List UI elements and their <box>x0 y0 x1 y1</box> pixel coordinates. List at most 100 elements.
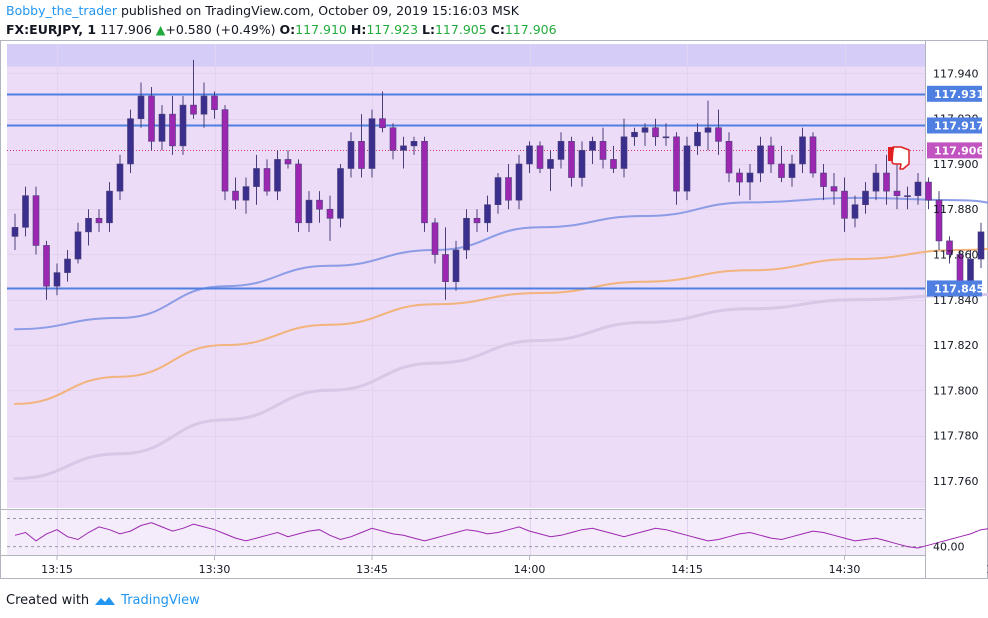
created-with-text: Created with <box>6 593 90 608</box>
candle-body <box>452 249 460 282</box>
candle <box>652 118 659 146</box>
tradingview-link[interactable]: TradingView <box>121 593 200 608</box>
candle-body <box>557 141 565 160</box>
candle <box>326 195 334 241</box>
candle <box>778 145 785 183</box>
candle <box>925 177 932 210</box>
candle <box>22 186 29 237</box>
moving-average-mid <box>14 247 988 405</box>
candle-body <box>830 186 838 192</box>
moving-average-slow <box>13 292 988 481</box>
candle-body <box>589 141 596 151</box>
candle <box>494 173 502 214</box>
candle <box>767 136 775 174</box>
candle-body <box>337 168 344 219</box>
candle <box>725 132 733 183</box>
time-tick-label: 14:15 <box>671 563 703 576</box>
candle-body <box>652 127 659 138</box>
change-value: +0.580 (+0.49%) <box>165 22 276 37</box>
footer: Created with TradingView <box>6 593 200 608</box>
candle <box>715 109 722 155</box>
candle <box>116 154 124 201</box>
candle <box>169 96 176 155</box>
candle-body <box>368 118 376 169</box>
candle-body <box>274 159 281 192</box>
candle <box>473 209 481 232</box>
candle <box>914 173 922 205</box>
candle <box>610 145 617 174</box>
time-tick-label: 13:30 <box>199 563 231 576</box>
candle-body <box>190 104 197 115</box>
candle-body <box>400 145 407 151</box>
candle <box>389 123 397 160</box>
candle-body <box>211 95 218 110</box>
oscillator-pane-background <box>7 510 925 555</box>
candle <box>137 82 145 128</box>
candle <box>274 150 281 201</box>
candle-body <box>935 199 943 242</box>
candle-body <box>11 227 19 237</box>
up-triangle-icon: ▲ <box>155 22 166 37</box>
candle-body <box>820 172 827 187</box>
candle-body <box>442 254 449 282</box>
candle-body <box>158 113 166 142</box>
candle-body <box>64 258 71 273</box>
candle <box>757 136 764 183</box>
candle <box>53 263 61 296</box>
candle-body <box>221 109 229 192</box>
candle <box>673 132 680 205</box>
candle-body <box>316 199 323 210</box>
candle <box>515 154 523 210</box>
candle-body <box>421 141 428 224</box>
publish-info: Bobby_the_trader published on TradingVie… <box>6 3 519 18</box>
candle-body <box>358 141 365 169</box>
candle-body <box>851 204 859 219</box>
candle-body <box>799 136 806 165</box>
candle <box>904 186 911 210</box>
candle <box>316 191 323 223</box>
candle <box>788 154 796 187</box>
candle <box>410 136 418 155</box>
candle-body <box>547 159 554 169</box>
candle-body <box>904 195 911 197</box>
candle-body <box>242 186 250 201</box>
candle-body <box>620 136 628 169</box>
author-link[interactable]: Bobby_the_trader <box>6 3 117 18</box>
candle-body <box>536 145 544 169</box>
candle-body <box>473 217 481 224</box>
candle-body <box>704 127 712 133</box>
candle-body <box>694 131 701 147</box>
last-price-badge <box>927 142 982 159</box>
candle <box>578 141 586 187</box>
candle <box>242 177 250 214</box>
candle-body <box>484 204 491 224</box>
level-label-badge <box>927 117 982 134</box>
close-value: 117.906 <box>504 22 557 37</box>
candle-body <box>862 190 869 206</box>
candle-body <box>494 177 502 206</box>
time-tick-label: 14:00 <box>514 563 546 576</box>
oscillator-tick-label: 40.00 <box>933 541 965 554</box>
high-value: 117.923 <box>366 22 419 37</box>
candle <box>683 136 691 201</box>
candle-body <box>893 190 901 196</box>
candle-body <box>736 172 743 183</box>
candle <box>830 173 838 205</box>
candle <box>641 123 649 146</box>
low-label: L: <box>422 22 435 37</box>
open-label: O: <box>279 22 296 37</box>
candle <box>547 150 554 192</box>
price-tick-label: 117.840 <box>933 294 979 307</box>
candle <box>946 236 953 264</box>
candle <box>526 141 533 174</box>
candle <box>11 213 19 250</box>
candle <box>200 82 208 128</box>
candle <box>977 222 985 269</box>
candle <box>736 168 743 196</box>
candle-body <box>169 113 176 147</box>
symbol-label: FX:EURJPY, 1 <box>6 22 97 37</box>
candle-body <box>914 181 922 196</box>
candle-body <box>389 127 397 151</box>
candle <box>32 186 40 255</box>
